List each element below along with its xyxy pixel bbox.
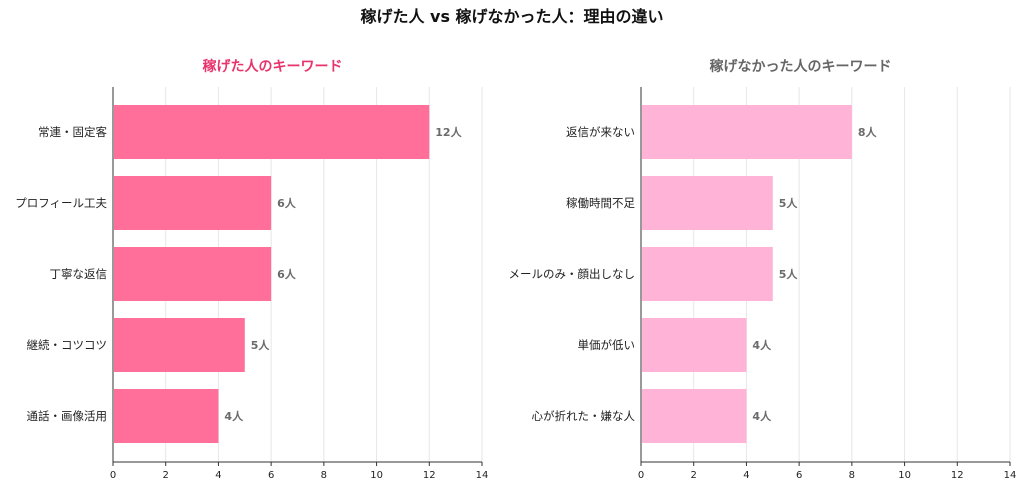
bar: [114, 318, 245, 372]
x-tick-label: 10: [898, 470, 911, 481]
category-label: 常連・固定客: [38, 125, 107, 139]
data-label: 5人: [779, 196, 799, 210]
data-label: 6人: [277, 196, 297, 210]
x-tick-label: 2: [163, 470, 169, 481]
x-tick-label: 6: [796, 470, 802, 481]
category-label: 返信が来ない: [566, 125, 635, 139]
data-label: 6人: [277, 267, 297, 281]
bar: [642, 105, 852, 159]
chart-title: 稼げた人のキーワード: [203, 58, 343, 75]
x-tick-label: 6: [268, 470, 274, 481]
x-tick-label: 14: [476, 470, 489, 481]
bar: [114, 389, 219, 443]
data-label: 4人: [752, 338, 772, 352]
data-label: 12人: [435, 125, 462, 139]
x-tick-label: 8: [849, 470, 855, 481]
figure-title: 稼げた人 vs 稼げなかった人：理由の違い: [360, 7, 663, 26]
chart-title: 稼げなかった人のキーワード: [710, 58, 892, 75]
category-label: 丁寧な返信: [50, 267, 108, 281]
data-label: 5人: [779, 267, 799, 281]
bar: [114, 176, 272, 230]
bar: [642, 318, 747, 372]
x-tick-label: 4: [743, 470, 749, 481]
category-label: 心が折れた・嫌な人: [532, 409, 636, 423]
x-tick-label: 8: [321, 470, 327, 481]
x-tick-label: 2: [691, 470, 697, 481]
x-tick-label: 12: [951, 470, 964, 481]
bar: [642, 389, 747, 443]
category-label: 稼働時間不足: [566, 196, 635, 210]
category-label: 通話・画像活用: [27, 409, 108, 423]
category-label: 単価が低い: [578, 338, 636, 352]
bar: [114, 105, 430, 159]
x-tick-label: 0: [110, 470, 116, 481]
category-label: プロフィール工夫: [15, 196, 107, 210]
bar: [642, 176, 773, 230]
data-label: 8人: [858, 125, 878, 139]
data-label: 4人: [752, 409, 772, 423]
category-label: 継続・コツコツ: [27, 338, 108, 352]
bar: [642, 247, 773, 301]
x-tick-label: 4: [215, 470, 221, 481]
category-label: メールのみ・顔出しなし: [509, 267, 636, 281]
bar: [114, 247, 272, 301]
data-label: 4人: [224, 409, 244, 423]
x-tick-label: 12: [423, 470, 436, 481]
x-tick-label: 0: [638, 470, 644, 481]
x-tick-label: 14: [1004, 470, 1017, 481]
x-tick-label: 10: [370, 470, 383, 481]
data-label: 5人: [251, 338, 271, 352]
